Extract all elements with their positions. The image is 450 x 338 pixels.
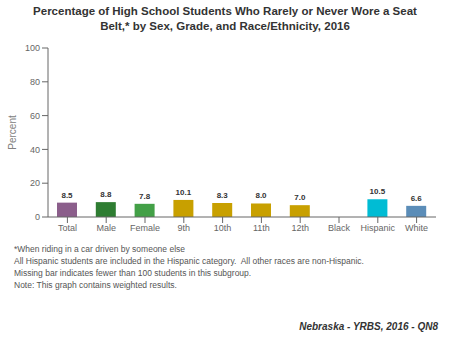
svg-text:8.5: 8.5 bbox=[61, 191, 73, 200]
svg-text:8.8: 8.8 bbox=[100, 190, 112, 199]
svg-text:Female: Female bbox=[130, 223, 160, 233]
svg-text:9th: 9th bbox=[178, 223, 191, 233]
svg-text:11th: 11th bbox=[253, 223, 270, 233]
html-text:Percentage of High School Stud: Percentage of High School Students Who R… bbox=[33, 5, 417, 32]
svg-text:8.3: 8.3 bbox=[217, 191, 229, 200]
svg-text:White: White bbox=[405, 223, 428, 233]
svg-text:Total: Total bbox=[58, 223, 77, 233]
html-text:All Hispanic students are incl: All Hispanic students are included in th… bbox=[14, 256, 364, 266]
svg-text:Male: Male bbox=[96, 223, 116, 233]
svg-text:Hispanic: Hispanic bbox=[361, 223, 396, 233]
svg-text:40: 40 bbox=[30, 145, 40, 155]
svg-text:10.1: 10.1 bbox=[176, 188, 192, 197]
svg-text:6.6: 6.6 bbox=[411, 194, 423, 203]
svg-text:60: 60 bbox=[30, 111, 40, 121]
html-text:Note: This graph contains weig: Note: This graph contains weighted resul… bbox=[14, 280, 177, 290]
svg-text:7.0: 7.0 bbox=[294, 193, 306, 202]
svg-text:8.0: 8.0 bbox=[255, 191, 267, 200]
svg-text:20: 20 bbox=[30, 178, 40, 188]
svg-text:10th: 10th bbox=[214, 223, 232, 233]
html-text:*When riding in a car driven b: *When riding in a car driven by someone … bbox=[14, 244, 185, 254]
svg-text:0: 0 bbox=[35, 212, 40, 222]
svg-text:12th: 12th bbox=[291, 223, 309, 233]
svg-text:10.5: 10.5 bbox=[370, 187, 386, 196]
html-text:Missing bar indicates fewer th: Missing bar indicates fewer than 100 stu… bbox=[14, 268, 252, 278]
svg-text:80: 80 bbox=[30, 77, 40, 87]
svg-text:Black: Black bbox=[328, 223, 351, 233]
svg-text:100: 100 bbox=[25, 43, 40, 53]
svg-text:Percent: Percent bbox=[8, 115, 18, 150]
svg-text:7.8: 7.8 bbox=[139, 192, 151, 201]
html-text:Nebraska - YRBS, 2016 - QN8: Nebraska - YRBS, 2016 - QN8 bbox=[299, 321, 438, 332]
